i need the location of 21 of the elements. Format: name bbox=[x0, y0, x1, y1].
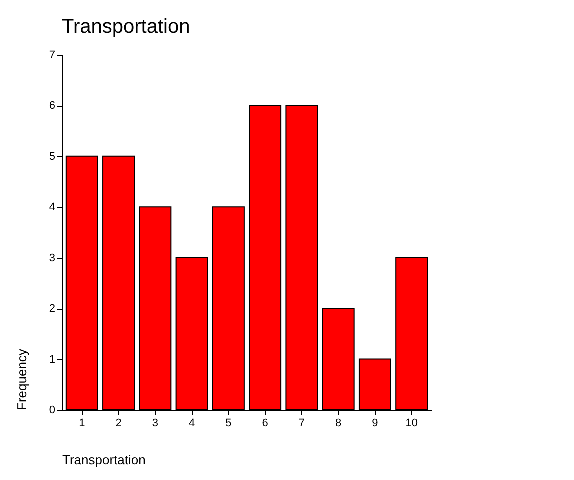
x-axis-title: Transportation bbox=[62, 452, 146, 468]
x-tick-label: 3 bbox=[152, 418, 158, 430]
x-tick-label: 6 bbox=[262, 418, 268, 430]
y-tick-label: 3 bbox=[49, 252, 56, 264]
x-tick-label: 7 bbox=[298, 418, 306, 430]
x-tick-label: 9 bbox=[372, 418, 378, 430]
y-tick-label: 6 bbox=[49, 100, 56, 112]
y-tick-label: 0 bbox=[49, 404, 56, 416]
x-tick-label: 5 bbox=[226, 418, 232, 430]
y-tick-label: 1 bbox=[49, 354, 56, 366]
y-tick-label: 7 bbox=[49, 50, 56, 62]
x-tick-label: 1 bbox=[79, 418, 86, 430]
x-tick-label: 10 bbox=[406, 418, 418, 430]
y-axis-title: Frequency bbox=[14, 348, 30, 410]
x-tick-label: 2 bbox=[116, 418, 122, 430]
x-tick-label: 4 bbox=[188, 418, 196, 430]
y-tick-label: 4 bbox=[49, 202, 56, 214]
y-tick-label: 5 bbox=[49, 150, 56, 163]
chart-title: Transportation bbox=[62, 16, 190, 38]
x-tick-label: 8 bbox=[336, 418, 342, 430]
y-tick-label: 2 bbox=[49, 303, 56, 316]
